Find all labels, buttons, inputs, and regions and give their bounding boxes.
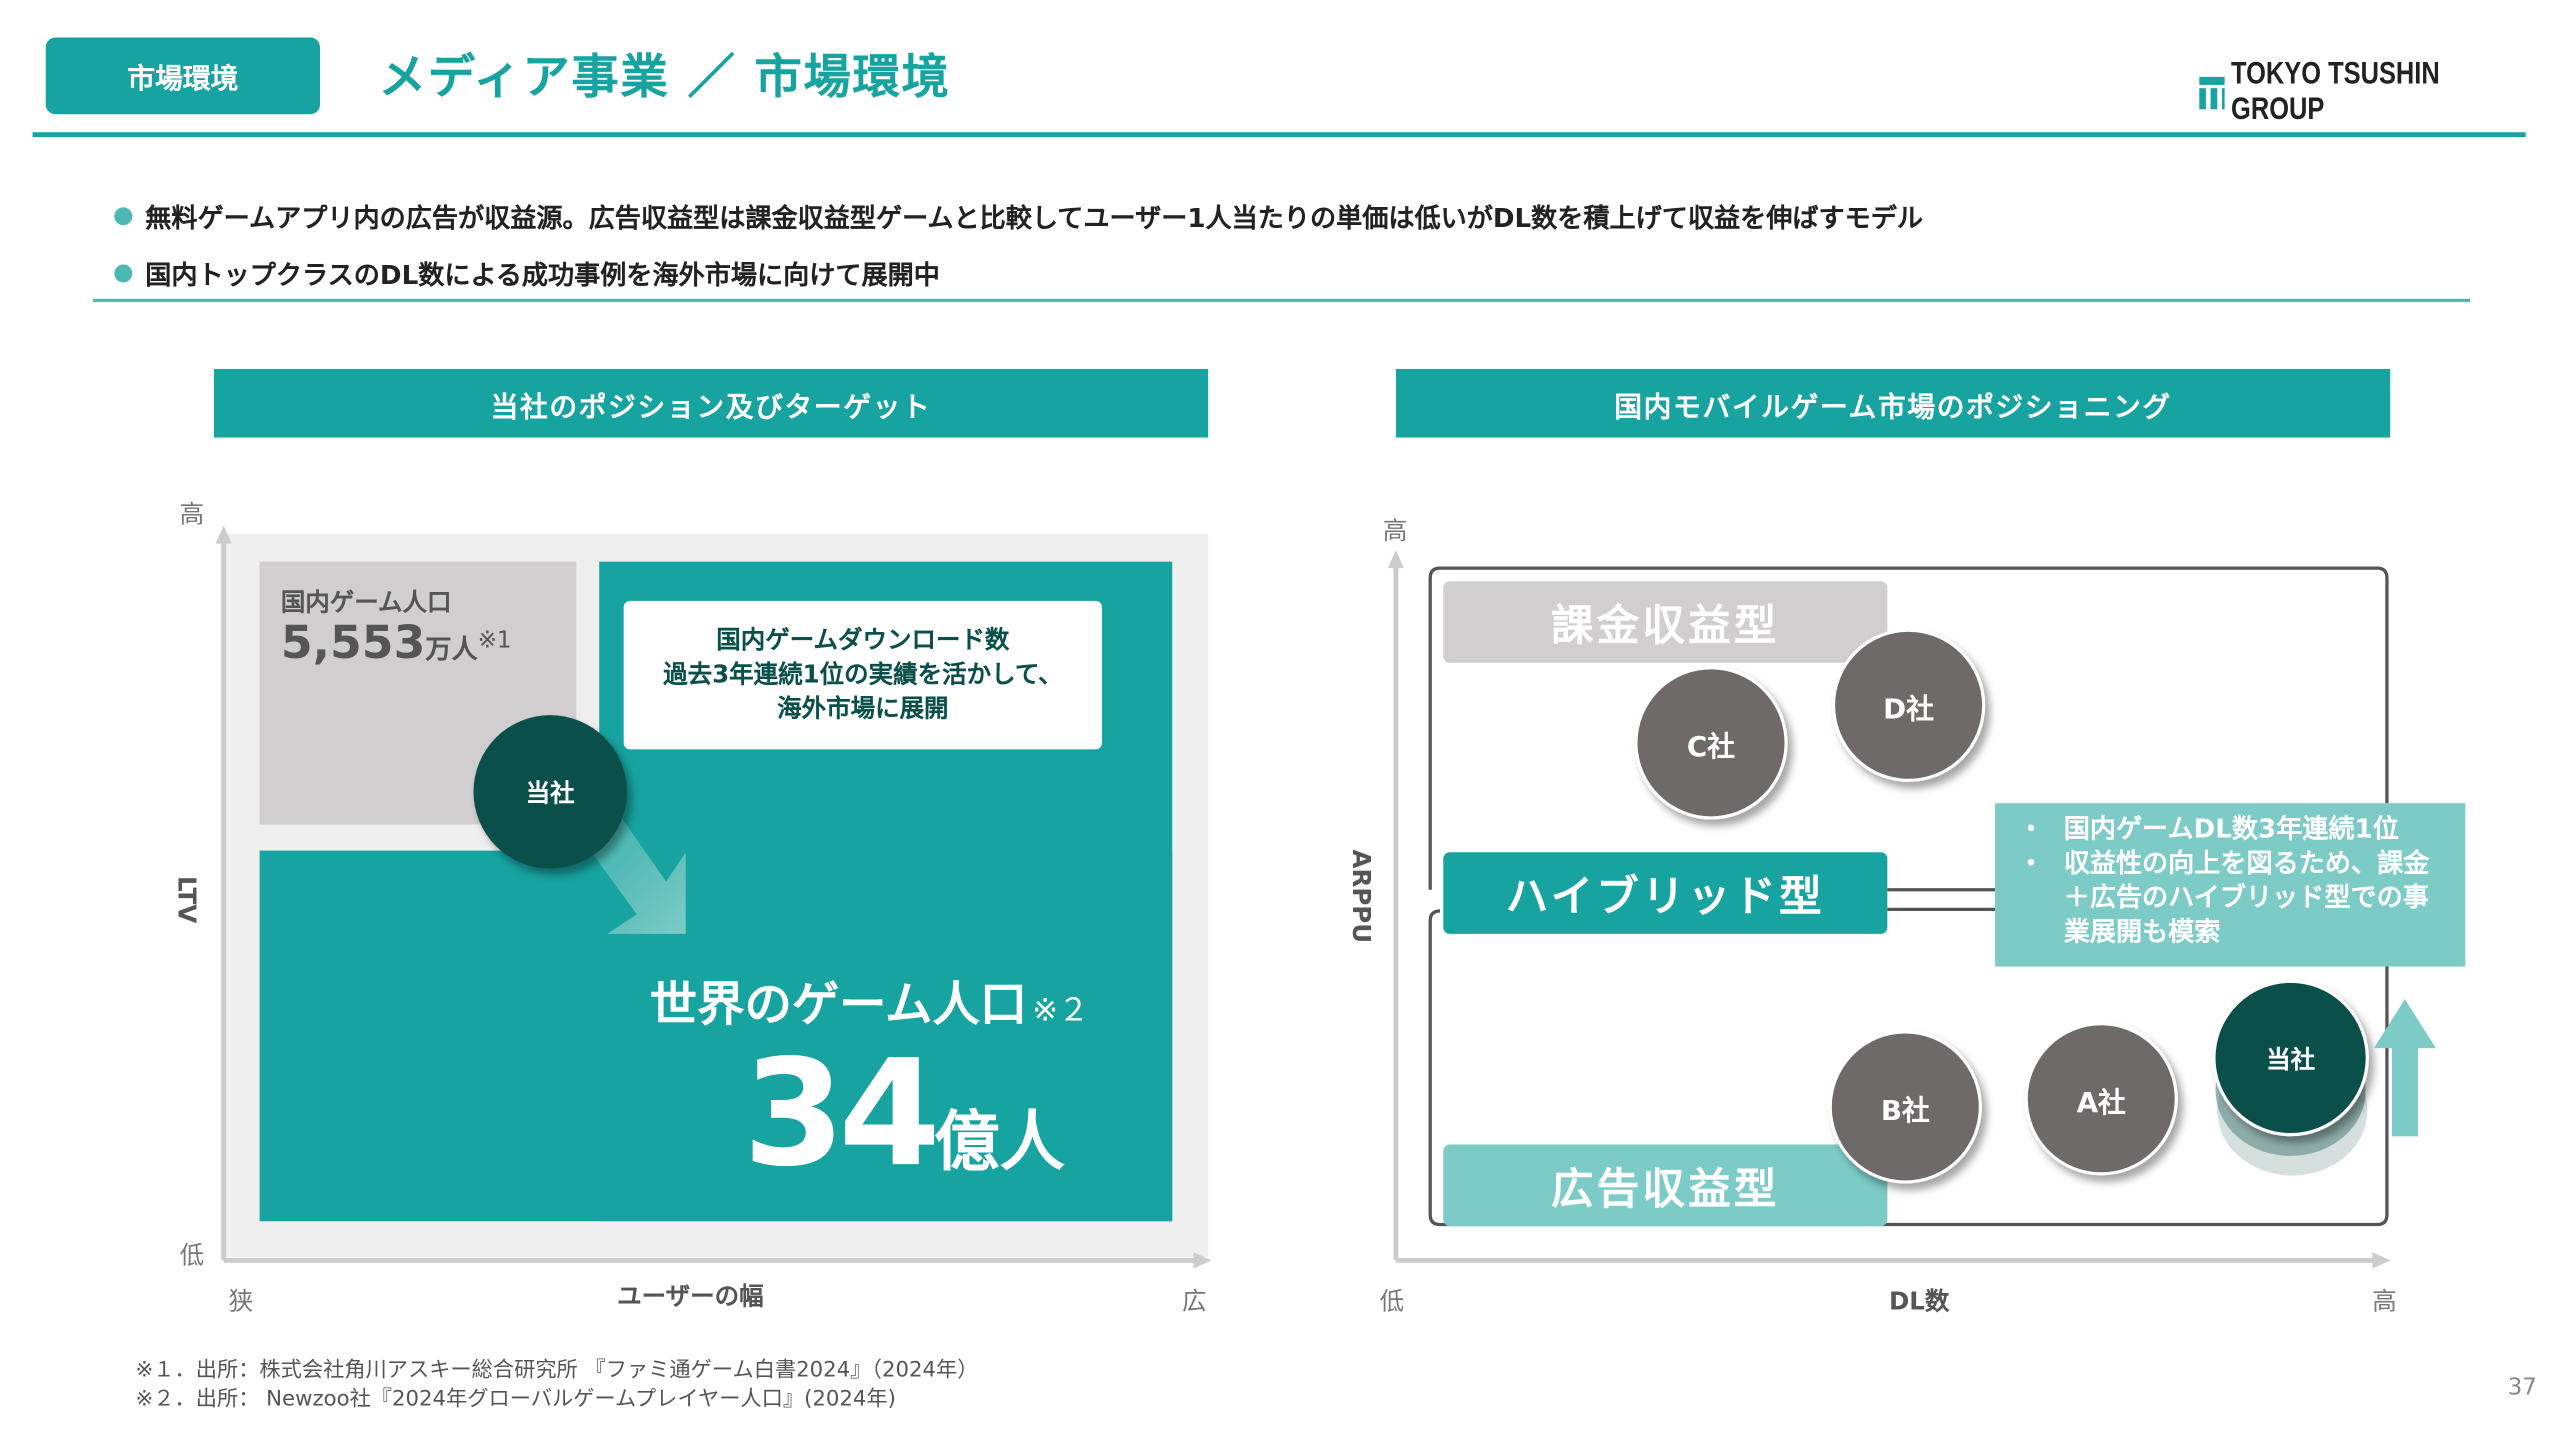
segment-hybrid: ハイブリッド型 bbox=[1443, 852, 1888, 934]
bullet-item: 無料ゲームアプリ内の広告が収益源。広告収益型は課金収益型ゲームと比較してユーザー… bbox=[114, 196, 1923, 235]
callout-line: 海外市場に展開 bbox=[777, 693, 949, 724]
x-axis-high: 広 bbox=[1182, 1286, 1207, 1316]
footnote: ※２．出所： Newzoo社『2024年グローバルゲームプレイヤー人口』(202… bbox=[135, 1387, 896, 1413]
company-circle-d: D社 bbox=[1831, 628, 1986, 783]
world-value: 34 bbox=[742, 1028, 941, 1200]
company-circle-b: B社 bbox=[1828, 1030, 1983, 1184]
right-y-axis-label: ARPPU bbox=[1346, 849, 1376, 944]
world-label: 世界のゲーム人口 bbox=[649, 976, 1028, 1032]
domestic-label: 国内ゲーム人口 bbox=[280, 587, 452, 618]
right-callout: ・国内ゲームDL数3年連続1位 ・収益性の向上を図るため、課金＋広告のハイブリッ… bbox=[1995, 803, 2466, 967]
segment-ad: 広告収益型 bbox=[1443, 1144, 1888, 1227]
bullet-item: 国内トップクラスのDL数による成功事例を海外市場に向けて展開中 bbox=[114, 253, 940, 292]
bullet-dot-icon bbox=[114, 206, 133, 225]
world-note: ※２ bbox=[1032, 992, 1090, 1029]
world-unit: 億人 bbox=[934, 1105, 1065, 1181]
right-x-axis-label: DL数 bbox=[1888, 1286, 1950, 1316]
callout-line: 国内ゲームDL数3年連続1位 bbox=[2063, 813, 2399, 845]
company-logo: TOKYO TSUSHIN GROUP bbox=[2199, 57, 2495, 129]
left-panel-title: 当社のポジション及びターゲット bbox=[213, 368, 1209, 438]
header-divider bbox=[32, 132, 2526, 138]
bullet-dot-icon bbox=[114, 263, 133, 282]
domestic-note: ※1 bbox=[477, 628, 512, 655]
x-axis-low: 狭 bbox=[228, 1286, 254, 1316]
up-arrow-icon bbox=[2373, 999, 2436, 1137]
domestic-value: 5,553 bbox=[280, 615, 426, 670]
company-circle-a: A社 bbox=[2024, 1022, 2178, 1176]
company-circle-c: C社 bbox=[1634, 666, 1788, 820]
section-tag: 市場環境 bbox=[45, 37, 320, 115]
right-x-axis-high: 高 bbox=[2372, 1286, 2397, 1316]
bullet-text: 無料ゲームアプリ内の広告が収益源。広告収益型は課金収益型ゲームと比較してユーザー… bbox=[145, 202, 1924, 234]
right-y-axis-high: 高 bbox=[1382, 515, 1408, 546]
callout-line: 過去3年連続1位の実績を活かして、 bbox=[663, 659, 1063, 689]
domestic-unit: 万人 bbox=[425, 633, 478, 665]
page-title: メディア事業 ／ 市場環境 bbox=[378, 48, 951, 105]
logo-mark-icon bbox=[2199, 76, 2225, 110]
y-axis-low: 低 bbox=[179, 1240, 205, 1271]
callout-line: 国内ゲームダウンロード数 bbox=[716, 625, 1010, 655]
footnote: ※１．出所：株式会社角川アスキー総合研究所 『ファミ通ゲーム白書2024』（20… bbox=[135, 1358, 979, 1383]
right-panel-title: 国内モバイルゲーム市場のポジショニング bbox=[1395, 368, 2391, 438]
page-number: 37 bbox=[2507, 1374, 2537, 1401]
world-area-lower bbox=[259, 850, 1173, 1222]
x-axis-label: ユーザーの幅 bbox=[617, 1281, 764, 1312]
logo-text: TOKYO TSUSHIN GROUP bbox=[2231, 57, 2440, 128]
bullets-divider bbox=[93, 298, 2471, 303]
bullet-text: 国内トップクラスのDL数による成功事例を海外市場に向けて展開中 bbox=[145, 259, 940, 291]
callout-line: 収益性の向上を図るため、課金＋広告のハイブリッド型での事業展開も模索 bbox=[2063, 847, 2430, 947]
company-circle-self: 当社 bbox=[473, 715, 627, 869]
y-axis-high: 高 bbox=[179, 499, 205, 529]
company-circle-self: 当社 bbox=[2212, 979, 2369, 1137]
right-x-axis-low: 低 bbox=[1379, 1286, 1405, 1316]
left-callout: 国内ゲームダウンロード数 過去3年連続1位の実績を活かして、 海外市場に展開 bbox=[623, 600, 1103, 750]
segment-paid: 課金収益型 bbox=[1443, 581, 1888, 663]
